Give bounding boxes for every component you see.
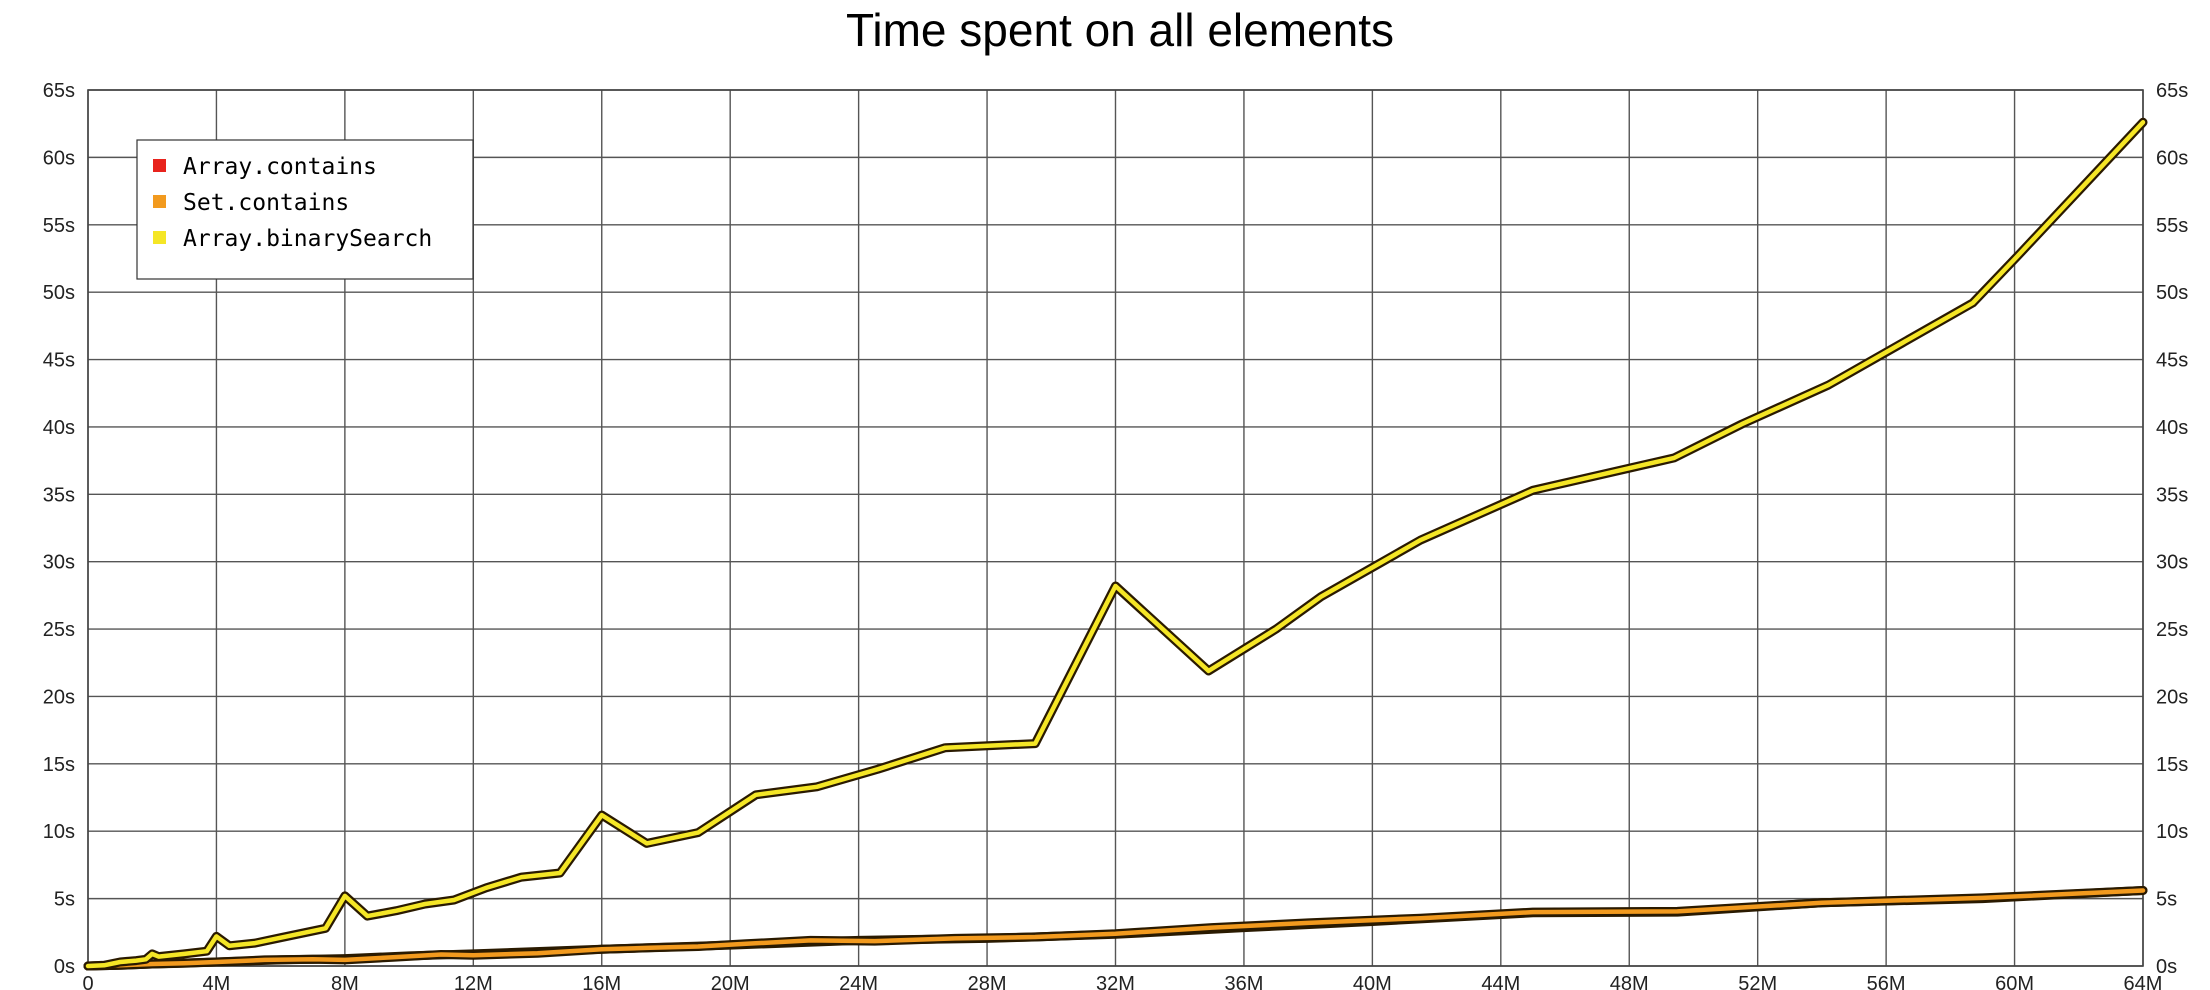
legend-label-array-contains: Array.contains — [183, 154, 377, 180]
legend-swatch-array-contains — [153, 159, 166, 172]
x-tick-label: 32M — [1096, 973, 1135, 990]
x-tick-label: 48M — [1610, 973, 1649, 990]
legend: Array.contains Set.contains Array.binarySe… — [136, 139, 474, 280]
y-tick-label-right: 20s — [2156, 686, 2188, 708]
x-tick-label: 56M — [1867, 973, 1906, 990]
x-tick-label: 44M — [1481, 973, 1520, 990]
x-tick-label: 36M — [1224, 973, 1263, 990]
y-tick-label-left: 20s — [43, 686, 75, 708]
x-tick-label: 64M — [2124, 973, 2163, 990]
y-tick-label-left: 10s — [43, 821, 75, 843]
y-tick-label-right: 30s — [2156, 552, 2188, 574]
legend-label-array-binary-search: Array.binarySearch — [183, 226, 432, 252]
y-tick-label-right: 55s — [2156, 215, 2188, 237]
x-tick-label: 8M — [331, 973, 359, 990]
y-tick-label-left: 50s — [43, 282, 75, 304]
x-tick-label: 28M — [968, 973, 1007, 990]
series-line-set-contains — [85, 888, 2146, 969]
y-tick-label-left: 55s — [43, 215, 75, 237]
grid — [87, 89, 2144, 967]
series-line-array-binary-search — [85, 120, 2146, 969]
y-tick-label-right: 15s — [2156, 754, 2188, 776]
x-tick-label: 60M — [1995, 973, 2034, 990]
y-tick-label-right: 5s — [2156, 889, 2177, 911]
y-tick-label-right: 45s — [2156, 350, 2188, 372]
y-tick-label-right: 50s — [2156, 282, 2188, 304]
y-tick-label-left: 60s — [43, 147, 75, 169]
y-tick-label-right: 60s — [2156, 147, 2188, 169]
y-tick-label-right: 35s — [2156, 484, 2188, 506]
x-tick-label: 40M — [1353, 973, 1392, 990]
x-tick-label: 24M — [839, 973, 878, 990]
legend-label-set-contains: Set.contains — [183, 190, 349, 216]
y-tick-label-left: 65s — [43, 80, 75, 102]
chart-title: Time spent on all elements — [846, 4, 1394, 56]
legend-swatch-set-contains — [153, 195, 166, 208]
y-tick-label-left: 40s — [43, 417, 75, 439]
y-tick-label-right: 65s — [2156, 80, 2188, 102]
y-tick-label-left: 0s — [54, 956, 75, 978]
x-tick-label: 20M — [711, 973, 750, 990]
series-lines — [83, 117, 2148, 971]
y-tick-label-right: 10s — [2156, 821, 2188, 843]
y-tick-label-left: 45s — [43, 350, 75, 372]
legend-swatch-array-binary-search — [153, 231, 166, 244]
y-tick-label-left: 30s — [43, 552, 75, 574]
y-tick-label-right: 25s — [2156, 619, 2188, 641]
legend-box — [136, 139, 474, 280]
y-tick-label-left: 15s — [43, 754, 75, 776]
axes: 0 4M 8M 12M 16M 20M 24M 28M 32M 36M 40M 44M 48M 52M 56… — [43, 80, 2189, 990]
x-tick-label: 16M — [582, 973, 621, 990]
y-tick-label-left: 35s — [43, 484, 75, 506]
x-tick-label: 12M — [454, 973, 493, 990]
x-tick-label: 0 — [82, 973, 93, 990]
y-tick-label-right: 0s — [2156, 956, 2177, 978]
x-tick-label: 4M — [203, 973, 231, 990]
x-tick-label: 52M — [1738, 973, 1777, 990]
y-tick-label-right: 40s — [2156, 417, 2188, 439]
plot-frame — [87, 89, 2144, 967]
y-tick-label-left: 5s — [54, 889, 75, 911]
y-tick-label-left: 25s — [43, 619, 75, 641]
